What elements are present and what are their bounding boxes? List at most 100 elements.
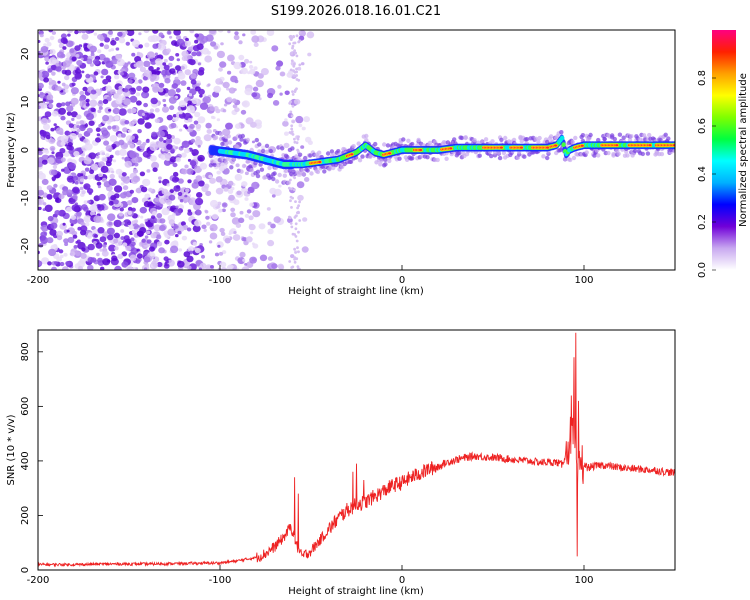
ridge-halo (356, 141, 361, 146)
spectrogram-speck (166, 143, 173, 150)
ridge-halo (336, 149, 341, 154)
spectrogram-speck (161, 106, 170, 113)
spectrogram-speck (247, 191, 251, 194)
spectrogram-speck (38, 150, 43, 156)
spectrogram-speck (114, 265, 122, 270)
spectrogram-speck (53, 123, 57, 127)
ridge-halo (537, 135, 542, 141)
ridge-halo (287, 168, 293, 173)
spectrogram-speck (67, 30, 74, 33)
spectrogram-speck (111, 170, 115, 174)
colorbar-tick-label: 0.8 (697, 70, 708, 86)
spectrogram-speck (142, 75, 148, 81)
spectrogram-speck (56, 230, 63, 238)
ridge-halo (666, 136, 671, 141)
spectrogram-speck (197, 180, 205, 187)
spectrogram-speck (71, 204, 80, 212)
spectrogram-speck (194, 247, 201, 254)
ridge-halo (229, 165, 234, 170)
spectrogram-speck (83, 157, 92, 165)
spectrogram-speck (235, 123, 242, 129)
spectrogram-speck (197, 116, 206, 124)
spectrogram-speck (202, 96, 211, 104)
spectrogram-speck (146, 169, 151, 173)
spectrogram-speck (301, 126, 306, 131)
spectrogram-speck (72, 194, 78, 200)
spectrogram-speck (121, 261, 129, 268)
spectrogram-speck (76, 60, 83, 66)
ridge-halo (348, 159, 354, 164)
spectrogram-speck (156, 67, 160, 71)
spectrogram-speck (112, 107, 120, 115)
ridge-halo (259, 167, 265, 172)
spectrogram-speck (108, 30, 113, 35)
spectrogram-speck (293, 74, 296, 77)
spectrogram-speck (118, 212, 124, 217)
ridge-halo (522, 154, 527, 159)
spectrogram-speck (136, 100, 142, 106)
y-tick-label: 600 (20, 397, 31, 416)
ridge-halo (226, 134, 231, 139)
spectrogram-speck (225, 122, 233, 130)
spectrogram-speck (175, 88, 181, 93)
spectrogram-speck (300, 62, 305, 66)
spectrogram-speck (59, 148, 66, 154)
spectrogram-speck (78, 124, 86, 132)
ridge-halo (351, 144, 356, 149)
spectrogram-speck (148, 66, 154, 71)
spectrogram-speck (45, 135, 51, 140)
ridge-halo (457, 150, 462, 156)
spectrogram-speck (158, 247, 166, 254)
spectrogram-speck (267, 221, 272, 226)
spectrogram-speck (291, 90, 294, 93)
spectrogram-speck (221, 202, 228, 208)
spectrogram-speck (227, 30, 231, 34)
spectrogram-speck (167, 89, 176, 97)
spectrogram-speck (271, 45, 279, 52)
spectrogram-speck (228, 194, 235, 201)
spectrogram-speck (191, 97, 199, 105)
spectrogram-speck (170, 148, 175, 153)
ridge-halo (427, 140, 433, 146)
spectrogram-speck (242, 33, 246, 37)
colorbar-gradient (712, 30, 736, 270)
spectrogram-speck (46, 237, 54, 244)
spectrogram-speck (143, 60, 151, 67)
spectrogram-speck (233, 231, 237, 234)
spectrogram-speck (132, 168, 139, 174)
spectrogram-speck (93, 215, 102, 223)
spectrogram-speck (146, 239, 152, 244)
spectrogram-speck (189, 160, 197, 166)
spectrogram-speck (44, 204, 53, 212)
spectrogram-speck (66, 206, 72, 213)
spectrogram-speck (294, 51, 297, 55)
spectrogram-speck (217, 244, 221, 248)
spectrogram-speck (162, 62, 167, 66)
spectrogram-speck (217, 201, 222, 206)
spectrogram-speck (109, 173, 115, 179)
spectrogram-speck (249, 256, 257, 264)
spectrogram-speck (52, 178, 56, 182)
ridge-hotspot (388, 152, 392, 155)
ridge-halo (260, 148, 266, 154)
spectrogram-speck (67, 158, 73, 164)
spectrogram-speck (77, 172, 82, 177)
spectrogram-speck (297, 194, 304, 201)
spectrogram-speck (137, 129, 142, 134)
spectrogram-speck (151, 161, 160, 170)
ridge-halo (459, 135, 465, 141)
spectrogram-speck (176, 38, 185, 46)
spectrogram-speck (296, 206, 299, 210)
spectrogram-speck (297, 267, 300, 270)
ridge-halo (627, 137, 633, 143)
spectrogram-speck (51, 110, 59, 117)
spectrogram-speck (139, 223, 145, 229)
spectrogram-speck (198, 67, 205, 73)
spectrogram-speck (201, 47, 210, 55)
spectrogram-speck (295, 87, 298, 91)
ridge-halo (617, 132, 623, 137)
ridge-halo (264, 149, 270, 154)
spectrogram-speck (297, 66, 302, 71)
spectrogram-speck (177, 178, 184, 184)
spectrogram-speck (128, 225, 134, 230)
